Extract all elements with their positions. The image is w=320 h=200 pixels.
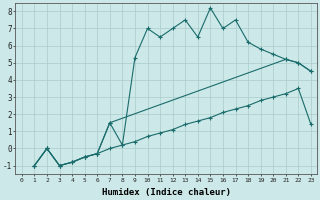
X-axis label: Humidex (Indice chaleur): Humidex (Indice chaleur) [102, 188, 231, 197]
